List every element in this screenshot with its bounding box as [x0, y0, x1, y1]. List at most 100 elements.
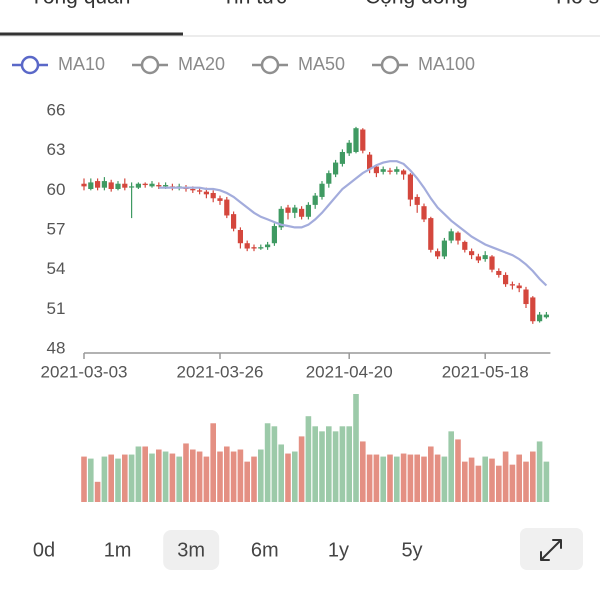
candle-body	[475, 256, 481, 261]
y-tick-label: 57	[47, 219, 66, 238]
volume-bar	[278, 444, 284, 502]
candle-body	[326, 173, 332, 184]
candle-body	[156, 185, 162, 187]
volume-bar	[135, 446, 142, 502]
candle-body	[394, 169, 400, 172]
tab[interactable]: Cộng đồng	[365, 0, 468, 9]
candle-body	[115, 183, 121, 190]
volume-bar	[237, 449, 244, 502]
candle-body	[203, 191, 209, 195]
range-highlight	[163, 530, 220, 570]
legend-item[interactable]: MA100	[372, 54, 475, 75]
plot: 48 51 54 57 60 63 66 2021-03-03 2021-03-26 2021-0…	[41, 100, 551, 502]
volume-bar	[156, 449, 162, 502]
legend-item[interactable]: MA10	[12, 54, 105, 75]
candle-body	[448, 231, 454, 241]
tab[interactable]: Hồ sơ	[556, 0, 600, 9]
volume-bar	[434, 454, 441, 502]
volume-bar	[258, 449, 264, 502]
volume-bar	[203, 456, 210, 502]
volume-bar	[455, 439, 461, 502]
candle-body	[163, 185, 169, 187]
volume-bar	[298, 436, 305, 502]
range-button[interactable]: 6m	[251, 539, 279, 561]
candle-body	[251, 247, 257, 249]
volume-bar	[360, 441, 366, 502]
range-button[interactable]: 1m	[104, 539, 132, 561]
range-button[interactable]: 5y	[401, 539, 422, 561]
volume-bar	[81, 456, 87, 502]
volume-bar	[196, 451, 203, 502]
volume-bar	[101, 456, 108, 502]
tab[interactable]: Tin tức	[222, 0, 287, 9]
volume-bar	[176, 456, 182, 502]
legend-marker	[20, 55, 40, 75]
volume-bar	[264, 423, 271, 502]
candle-body	[135, 183, 141, 188]
volume-bar	[346, 426, 352, 502]
candle-body	[278, 208, 284, 228]
candle-body	[312, 195, 318, 205]
legend-label: MA50	[298, 54, 345, 74]
candle-body	[503, 274, 509, 285]
candle-body	[353, 128, 359, 152]
candle-body	[285, 207, 291, 213]
volume-bar	[475, 465, 482, 502]
volume-bar	[88, 458, 94, 502]
volume-bar	[543, 461, 550, 502]
y-tick-label: 63	[47, 140, 66, 159]
candle-body	[190, 189, 196, 191]
range-button[interactable]: 3m	[177, 539, 205, 561]
candle-body	[530, 297, 536, 322]
y-tick-label: 60	[47, 180, 66, 199]
candle-body	[441, 240, 447, 257]
candle-body	[516, 285, 522, 289]
volume-bar	[305, 416, 312, 502]
candle-body	[543, 314, 549, 318]
volume-bar	[373, 454, 380, 502]
volume-bar	[244, 461, 250, 502]
tab[interactable]: Tổng quan	[30, 0, 130, 9]
volume-bar	[414, 454, 420, 502]
candle-body	[258, 247, 264, 249]
candle-body	[237, 230, 243, 244]
expand-button[interactable]	[520, 528, 583, 570]
legend-label: MA20	[178, 54, 225, 74]
candle-body	[142, 183, 148, 186]
y-tick-label: 54	[47, 259, 66, 278]
candle-body	[462, 241, 468, 250]
candle-body	[435, 251, 441, 257]
volume-bar	[332, 431, 339, 502]
tab-bar: Tổng quan Tin tức Cộng đồng Hồ sơ	[0, 0, 600, 37]
candle-body	[319, 183, 325, 197]
volume-bar	[149, 453, 155, 502]
volume-bar	[516, 454, 522, 502]
volume-bar	[312, 426, 318, 502]
candle-body	[210, 192, 216, 199]
volume-bar	[190, 449, 196, 502]
candle-body	[197, 190, 203, 192]
candle-body	[299, 208, 305, 217]
candle-body	[373, 166, 379, 174]
volume-bar	[339, 426, 346, 502]
volume-bar	[366, 454, 373, 502]
candle-body	[496, 270, 502, 275]
volume-bar	[319, 431, 325, 502]
legend-marker	[260, 55, 280, 75]
candle-body	[421, 206, 427, 220]
volume-bar	[530, 451, 536, 502]
candle-body	[537, 314, 543, 322]
candle-body	[339, 151, 345, 164]
range-button[interactable]: 0d	[33, 539, 55, 561]
volume-bar	[428, 446, 434, 502]
candle-body	[217, 198, 223, 201]
volume-bar	[509, 464, 516, 502]
legend-item[interactable]: MA20	[132, 54, 225, 75]
candle-body	[523, 289, 529, 305]
range-button[interactable]: 1y	[328, 539, 349, 561]
legend-item[interactable]: MA50	[252, 54, 345, 75]
y-tick-label: 48	[47, 338, 66, 357]
volume-bar	[482, 456, 488, 502]
